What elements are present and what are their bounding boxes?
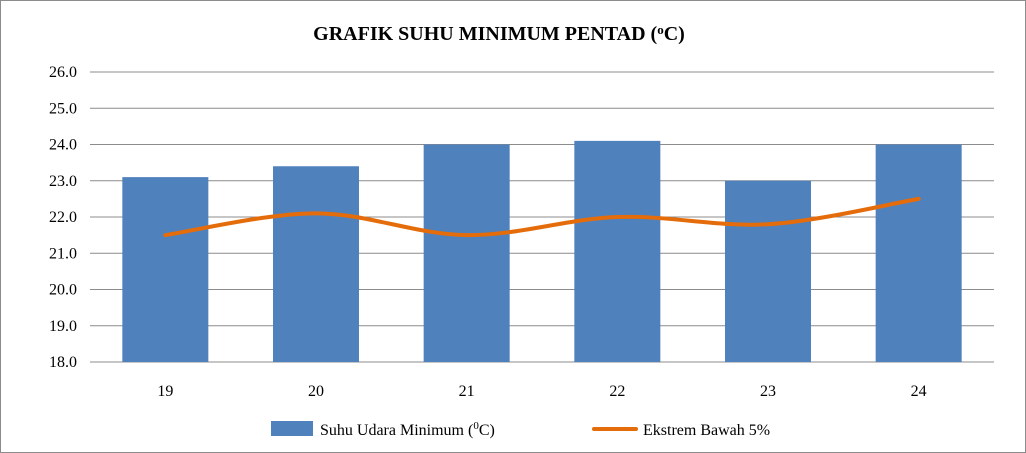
y-tick-label: 20.0 <box>49 282 77 299</box>
x-tick-label: 22 <box>609 383 625 400</box>
x-tick-label: 21 <box>459 383 475 400</box>
x-tick-label: 20 <box>308 383 324 400</box>
y-tick-label: 26.0 <box>49 64 77 81</box>
y-tick-label: 23.0 <box>49 173 77 190</box>
x-tick-label: 24 <box>911 383 927 400</box>
legend-label-bar: Suhu Udara Minimum (0C) <box>320 420 495 439</box>
legend-label-line: Ekstrem Bawah 5% <box>643 422 770 439</box>
grid-lines <box>90 72 994 362</box>
bar <box>725 181 811 362</box>
y-tick-label: 21.0 <box>49 245 77 262</box>
chart-title: GRAFIK SUHU MINIMUM PENTAD (oC) <box>313 22 685 45</box>
x-tick-label: 19 <box>157 383 173 400</box>
bar <box>424 145 510 363</box>
bar <box>273 166 359 362</box>
bar <box>876 145 962 363</box>
bar <box>122 177 208 362</box>
y-tick-label: 18.0 <box>49 354 77 371</box>
y-axis-ticks: 18.0 19.0 20.0 21.0 22.0 23.0 24.0 25.0 26.0 <box>49 64 77 371</box>
y-tick-label: 24.0 <box>49 137 77 154</box>
y-tick-label: 19.0 <box>49 318 77 335</box>
bars <box>122 141 961 362</box>
y-tick-label: 25.0 <box>49 100 77 117</box>
legend: Suhu Udara Minimum (0C) Ekstrem Bawah 5% <box>271 420 770 439</box>
legend-swatch-bar <box>271 421 313 436</box>
x-tick-label: 23 <box>760 383 776 400</box>
bar <box>574 141 660 362</box>
y-tick-label: 22.0 <box>49 209 77 226</box>
x-axis-ticks: 19 20 21 22 23 24 <box>157 383 926 400</box>
